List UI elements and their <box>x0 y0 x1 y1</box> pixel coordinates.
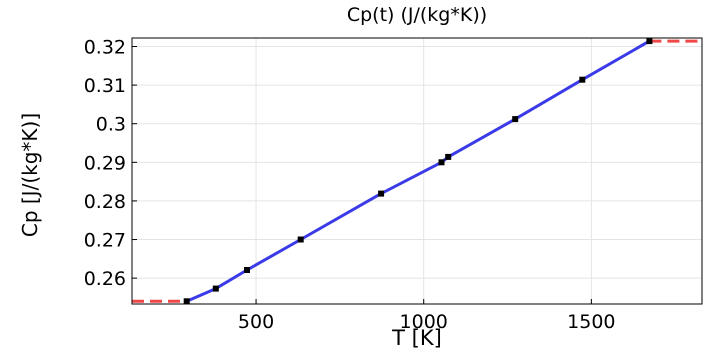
x-tick-label: 1500 <box>567 311 615 333</box>
y-tick-label: 0.31 <box>84 75 126 97</box>
points-layer <box>183 38 653 305</box>
plot-frame <box>131 37 703 305</box>
series-line <box>185 39 651 303</box>
data-point <box>579 76 586 83</box>
data-point <box>445 153 452 160</box>
grid-layer <box>132 38 702 304</box>
chart-title: Cp(t) (J/(kg*K)) <box>346 4 488 26</box>
y-tick-label: 0.32 <box>84 36 126 58</box>
x-axis-label: T [K] <box>392 326 442 350</box>
series-layer <box>132 39 702 303</box>
data-point <box>438 159 445 166</box>
data-point <box>212 285 219 292</box>
data-point <box>244 267 250 273</box>
data-point <box>297 236 304 243</box>
tick-layer: 500 1000 1500 0.26 0.27 0.28 0.29 0.3 0.31 0.32 <box>84 36 616 333</box>
data-point <box>512 116 519 123</box>
y-tick-label: 0.29 <box>84 152 126 174</box>
data-point <box>183 298 190 305</box>
data-point <box>378 190 385 197</box>
data-point <box>646 38 653 45</box>
y-tick-label: 0.27 <box>84 230 126 252</box>
x-tick-label: 1000 <box>400 311 448 333</box>
x-tick-label: 500 <box>238 311 274 333</box>
y-tick-label: 0.28 <box>84 191 126 213</box>
y-tick-label: 0.3 <box>96 114 126 136</box>
y-tick-label: 0.26 <box>84 268 126 290</box>
